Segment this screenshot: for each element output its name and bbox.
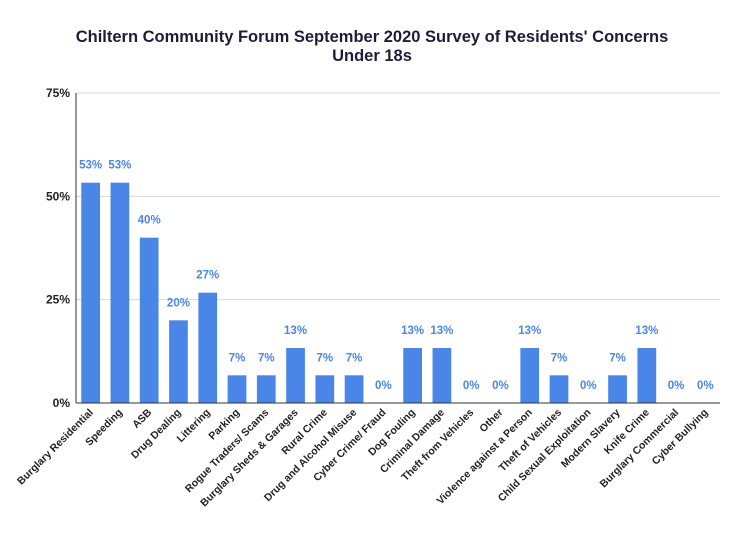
bar: [256, 375, 276, 403]
data-label: 53%: [108, 160, 131, 172]
data-label: 7%: [229, 352, 246, 364]
data-label: 13%: [401, 325, 424, 337]
data-label: 0%: [375, 380, 392, 392]
data-label: 0%: [492, 380, 509, 392]
data-label: 53%: [79, 160, 102, 172]
data-label: 13%: [635, 325, 658, 337]
bar: [344, 375, 364, 403]
gridlines: [75, 92, 720, 403]
bar: [110, 182, 130, 403]
data-label: 7%: [317, 352, 334, 364]
data-label: 0%: [697, 380, 714, 392]
data-label: 13%: [430, 325, 453, 337]
data-label: 0%: [463, 380, 480, 392]
data-label: 7%: [346, 352, 363, 364]
data-label: 27%: [196, 270, 219, 282]
y-tick-label: 0%: [53, 396, 71, 410]
bar: [403, 348, 422, 403]
data-label: 7%: [551, 352, 568, 364]
y-tick-label: 75%: [46, 86, 70, 100]
bars: [81, 182, 657, 403]
bar: [169, 320, 188, 403]
bar: [286, 348, 305, 403]
bar: [81, 182, 100, 403]
data-label: 0%: [580, 380, 597, 392]
y-axis-ticks: 0% 25% 50% 75%: [46, 86, 70, 410]
data-label: 0%: [668, 380, 685, 392]
bar: [549, 375, 569, 403]
y-tick-label: 25%: [46, 293, 70, 307]
y-tick-label: 50%: [46, 189, 70, 203]
bar: [227, 375, 247, 403]
data-label: 7%: [258, 352, 275, 364]
chart-subtitle: Under 18s: [332, 47, 412, 65]
bar: [139, 237, 159, 403]
bar: [198, 292, 218, 403]
data-label: 20%: [167, 297, 190, 309]
bar: [637, 348, 657, 403]
data-labels: 53% 53% 40% 20% 27% 7% 7% 13% 7% 7% 0% 13% 13% 0% 0% 13…: [79, 160, 714, 392]
bar: [432, 348, 452, 403]
bar: [315, 375, 335, 403]
data-label: 7%: [609, 352, 626, 364]
data-label: 13%: [518, 325, 541, 337]
chart-title: Chiltern Community Forum September 2020 …: [76, 28, 669, 46]
data-label: 13%: [284, 325, 307, 337]
bar: [608, 375, 627, 403]
bar: [520, 348, 540, 403]
data-label: 40%: [138, 215, 161, 227]
